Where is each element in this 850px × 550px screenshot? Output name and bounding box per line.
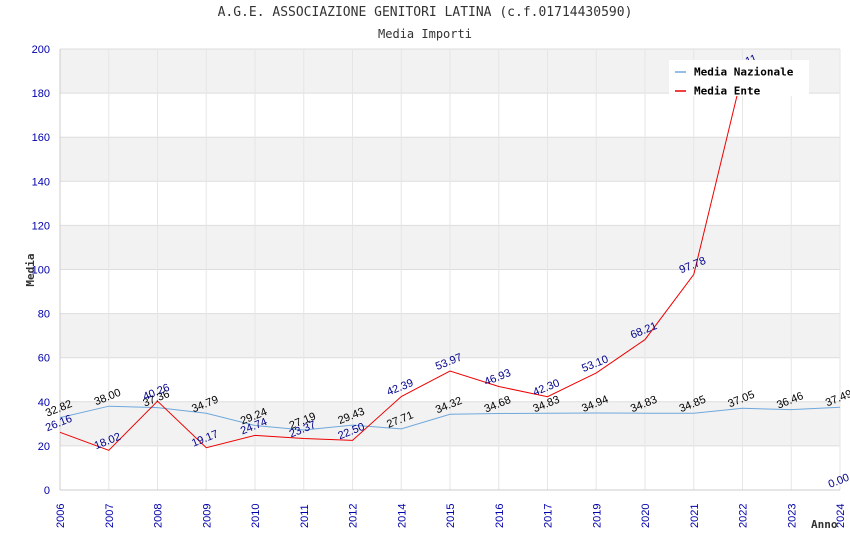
x-tick-label: 2022 bbox=[738, 504, 750, 528]
series-line-media-ente bbox=[59, 72, 743, 451]
chart-subtitle: Media Importi bbox=[378, 27, 472, 41]
x-tick-label: 2006 bbox=[55, 504, 67, 528]
y-tick-label: 20 bbox=[38, 441, 50, 453]
x-axis-title: Anno bbox=[811, 518, 838, 531]
y-tick-label: 40 bbox=[38, 397, 50, 409]
x-tick-label: 2008 bbox=[153, 504, 165, 528]
x-tick-label: 2007 bbox=[104, 504, 116, 528]
y-tick-label: 160 bbox=[32, 132, 50, 144]
x-tick-label: 2017 bbox=[543, 504, 555, 528]
legend-box bbox=[669, 60, 809, 96]
y-tick-label: 100 bbox=[32, 265, 50, 277]
y-tick-label: 0 bbox=[44, 485, 50, 497]
x-tick-label: 2011 bbox=[299, 504, 311, 528]
chart-title: A.G.E. ASSOCIAZIONE GENITORI LATINA (c.f… bbox=[217, 5, 633, 20]
x-tick-label: 2021 bbox=[689, 504, 701, 528]
gridlines bbox=[59, 48, 841, 491]
y-tick-label: 120 bbox=[32, 220, 50, 232]
y-tick-label: 200 bbox=[32, 44, 50, 56]
x-tick-label: 2024 bbox=[835, 504, 847, 528]
y-axis-ticks: 0 20 40 60 80 100 120 140 160 180 200 bbox=[32, 44, 50, 497]
y-tick-label: 140 bbox=[32, 176, 50, 188]
legend: Media Nazionale Media Ente bbox=[669, 60, 809, 98]
y-tick-label: 80 bbox=[38, 309, 50, 321]
x-tick-label: 2012 bbox=[348, 504, 360, 528]
y-tick-label: 180 bbox=[32, 88, 50, 100]
x-tick-label: 2009 bbox=[201, 504, 213, 528]
x-tick-label: 2019 bbox=[591, 504, 603, 528]
series-lines bbox=[59, 72, 841, 451]
x-tick-label: 2016 bbox=[494, 504, 506, 528]
legend-label: Media Ente bbox=[694, 85, 761, 98]
x-tick-label: 2015 bbox=[445, 504, 457, 528]
legend-label: Media Nazionale bbox=[694, 66, 794, 79]
x-tick-label: 2014 bbox=[396, 504, 408, 528]
y-axis-title: Media bbox=[24, 253, 37, 286]
series-line-media-nazionale bbox=[59, 405, 841, 431]
x-tick-label: 2020 bbox=[640, 504, 652, 528]
y-tick-label: 60 bbox=[38, 353, 50, 365]
x-tick-label: 2023 bbox=[786, 504, 798, 528]
x-tick-label: 2010 bbox=[250, 504, 262, 528]
x-axis-ticks: 2006 2007 2008 2009 2010 2011 2012 2014 2015 2016… bbox=[55, 504, 847, 528]
